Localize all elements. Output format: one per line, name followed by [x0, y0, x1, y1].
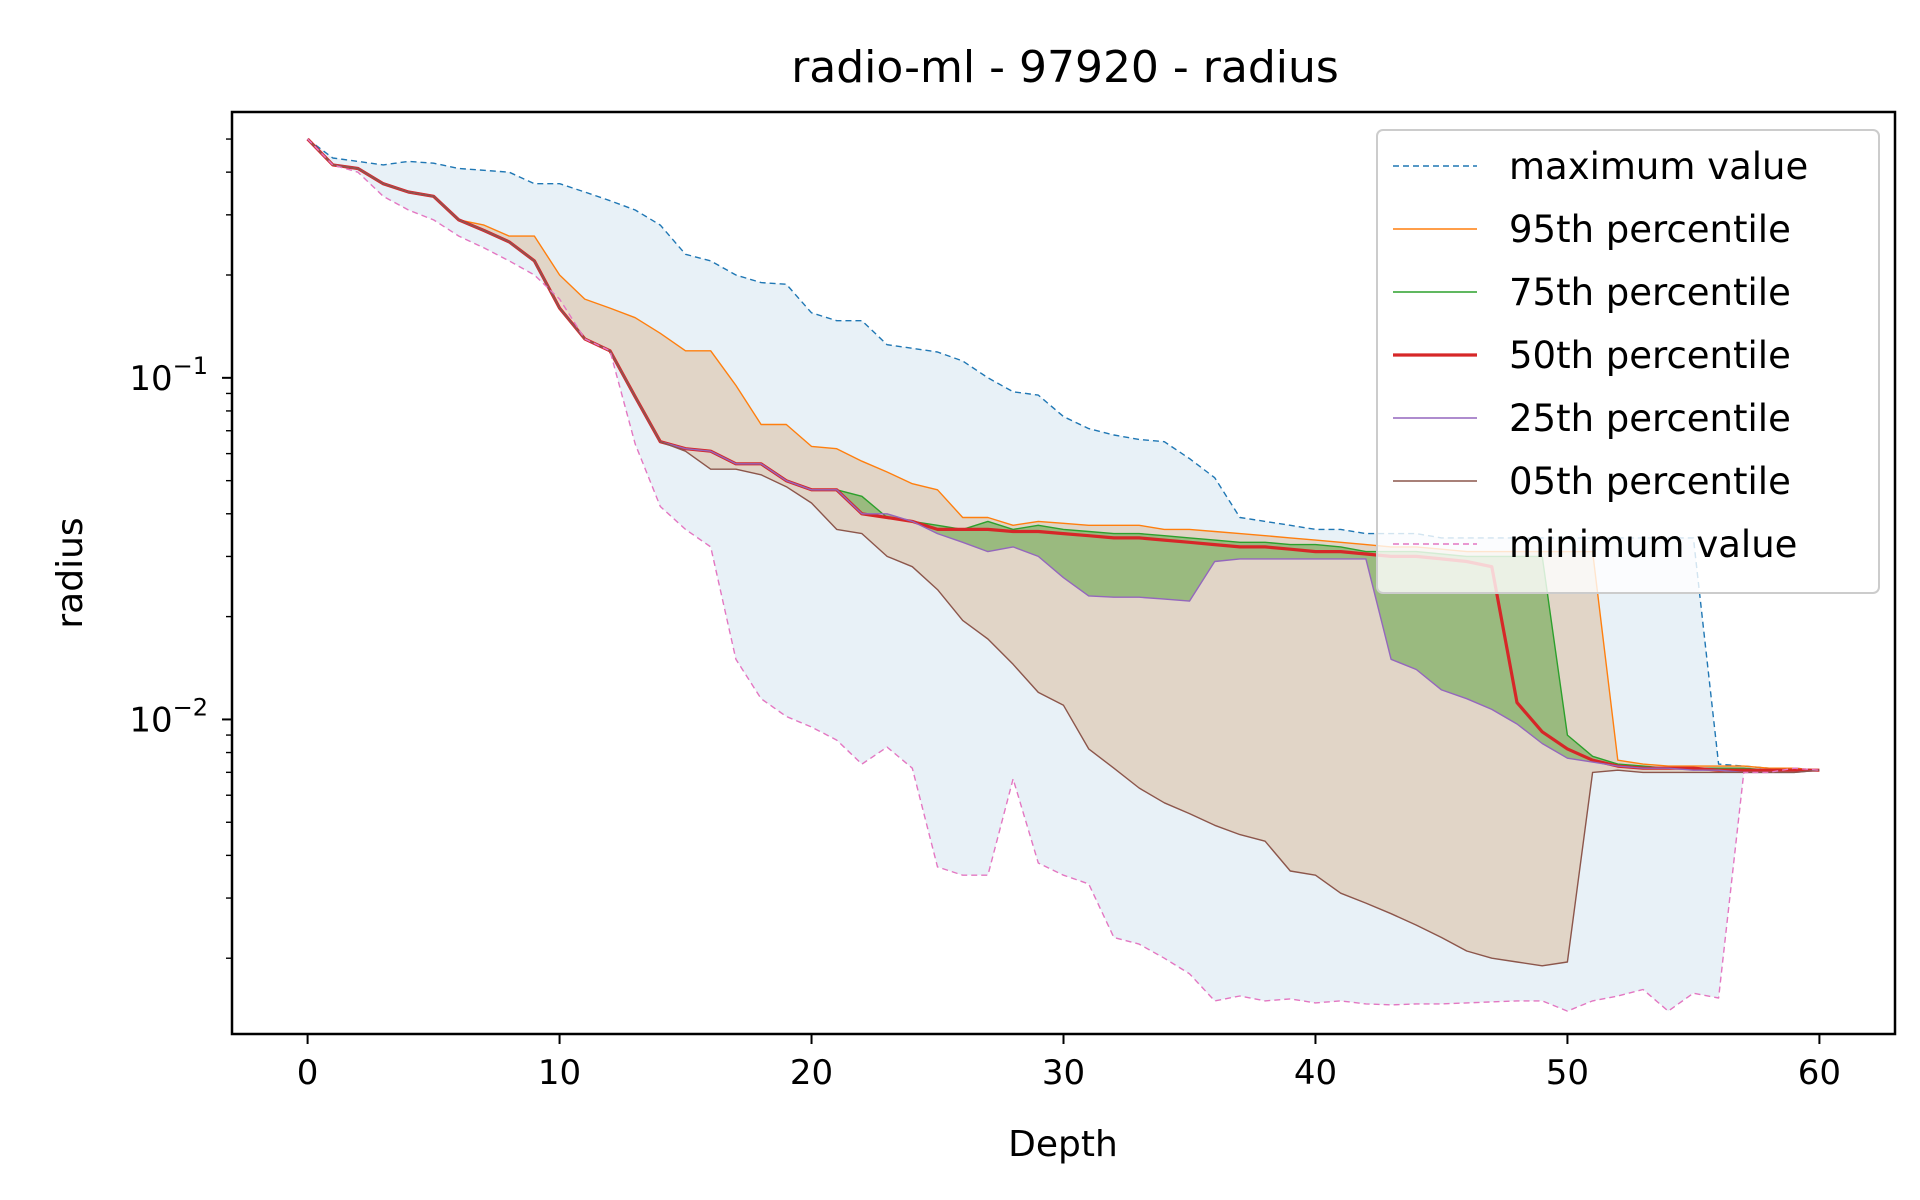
x-axis: 0 10 20 30 40 50 60	[297, 1034, 1841, 1093]
y-tick-label: 10−1	[129, 352, 208, 399]
band-75th-percentile-to-25th-percentile	[307, 139, 1820, 773]
legend-label-05th-percentile: 05th percentile	[1509, 460, 1791, 503]
legend-label-minimum-value: minimum value	[1509, 523, 1797, 566]
y-axis: 10−1 10−2	[129, 138, 232, 959]
y-tick-label: 10−2	[129, 693, 208, 740]
series-line-minimum-value	[307, 138, 1820, 1012]
legend-label-50th-percentile: 50th percentile	[1509, 334, 1791, 377]
legend-label-75th-percentile: 75th percentile	[1509, 271, 1791, 314]
legend-label-maximum-value: maximum value	[1509, 145, 1808, 188]
y-axis-label: radius	[50, 517, 91, 628]
legend-label-25th-percentile: 25th percentile	[1509, 397, 1791, 440]
chart-title: radio-ml - 97920 - radius	[791, 42, 1339, 93]
series-line-maximum-value	[307, 138, 1820, 771]
x-tick-label: 50	[1546, 1053, 1589, 1093]
series-line-05th-percentile	[307, 138, 1820, 967]
x-tick-label: 30	[1042, 1053, 1085, 1093]
x-tick-label: 10	[538, 1053, 581, 1093]
x-tick-label: 60	[1798, 1053, 1841, 1093]
x-tick-label: 0	[297, 1053, 319, 1093]
x-tick-label: 20	[790, 1053, 833, 1093]
x-tick-label: 40	[1294, 1053, 1337, 1093]
bands-layer	[307, 139, 1820, 1012]
x-axis-label: Depth	[1008, 1124, 1118, 1165]
legend-box	[1376, 129, 1880, 594]
legend: maximum value 95th percentile 75th percent…	[1376, 129, 1880, 594]
legend-label-95th-percentile: 95th percentile	[1509, 208, 1791, 251]
